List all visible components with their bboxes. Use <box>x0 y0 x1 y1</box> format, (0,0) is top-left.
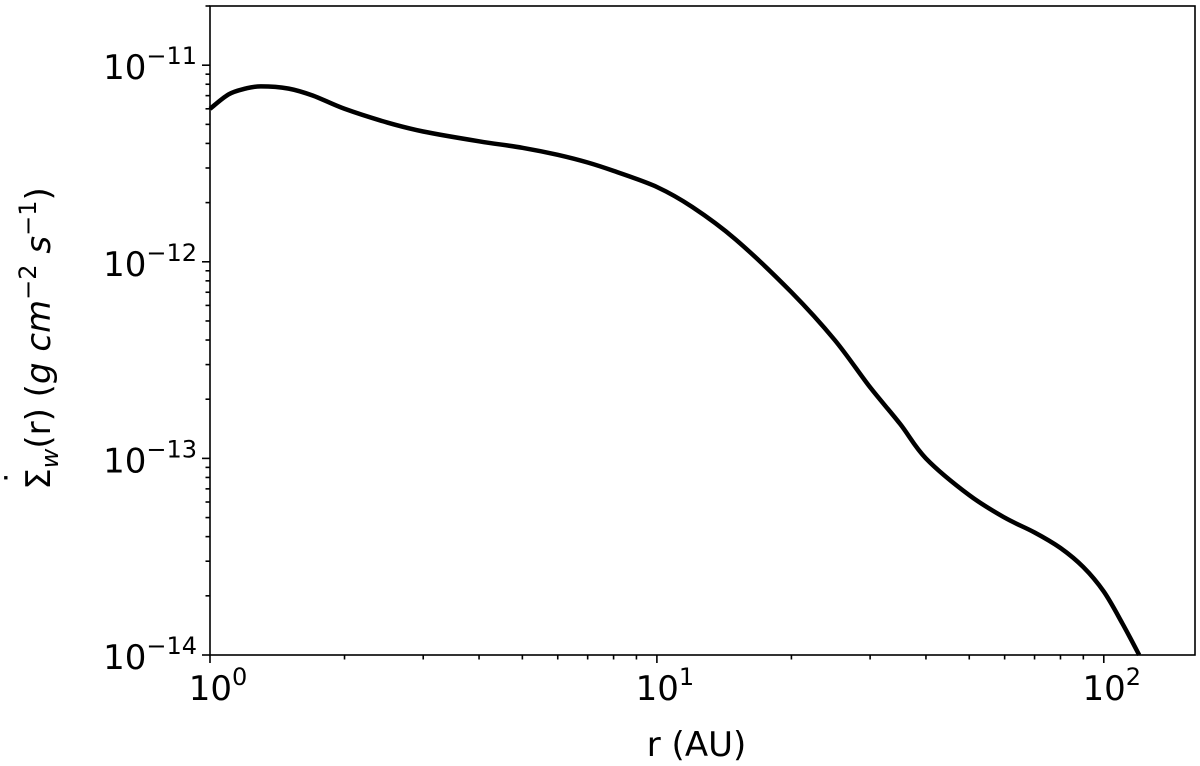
y-tick-label: 10−13 <box>103 435 197 481</box>
y-tick-label: 10−14 <box>103 632 197 678</box>
x-tick-label: 102 <box>1083 663 1142 709</box>
series-line <box>208 84 1142 657</box>
y-label-cm-exponent: −2 <box>14 264 42 299</box>
y-label-g: g <box>19 362 59 384</box>
y-label-dot: ˙ <box>0 469 39 486</box>
y-label-cm: cm <box>19 300 59 352</box>
y-label-close: ) <box>19 187 59 200</box>
y-label-s-exponent: −1 <box>14 201 42 236</box>
y-tick-label: 10−12 <box>103 239 197 285</box>
y-axis-label: Σw(r) (g cm−2 s−1) ˙ <box>0 187 64 490</box>
svg-text:Σw(r) (g cm−2 s−1): Σw(r) (g cm−2 s−1) <box>14 187 64 490</box>
y-label-s: s <box>19 236 59 254</box>
x-tick-label: 100 <box>189 663 248 709</box>
x-axis-label: r (AU) <box>647 725 746 765</box>
y-label-r: (r) ( <box>19 384 59 449</box>
y-tick-label: 10−11 <box>103 42 197 88</box>
plot-frame <box>209 5 1196 656</box>
tick-labels-layer: 100 101 102 10−14 10−13 10−12 10−11 <box>103 42 1141 709</box>
x-tick-label: 101 <box>636 663 695 709</box>
y-label-sigma: Σ <box>19 468 59 489</box>
y-label-subscript: w <box>36 448 64 468</box>
